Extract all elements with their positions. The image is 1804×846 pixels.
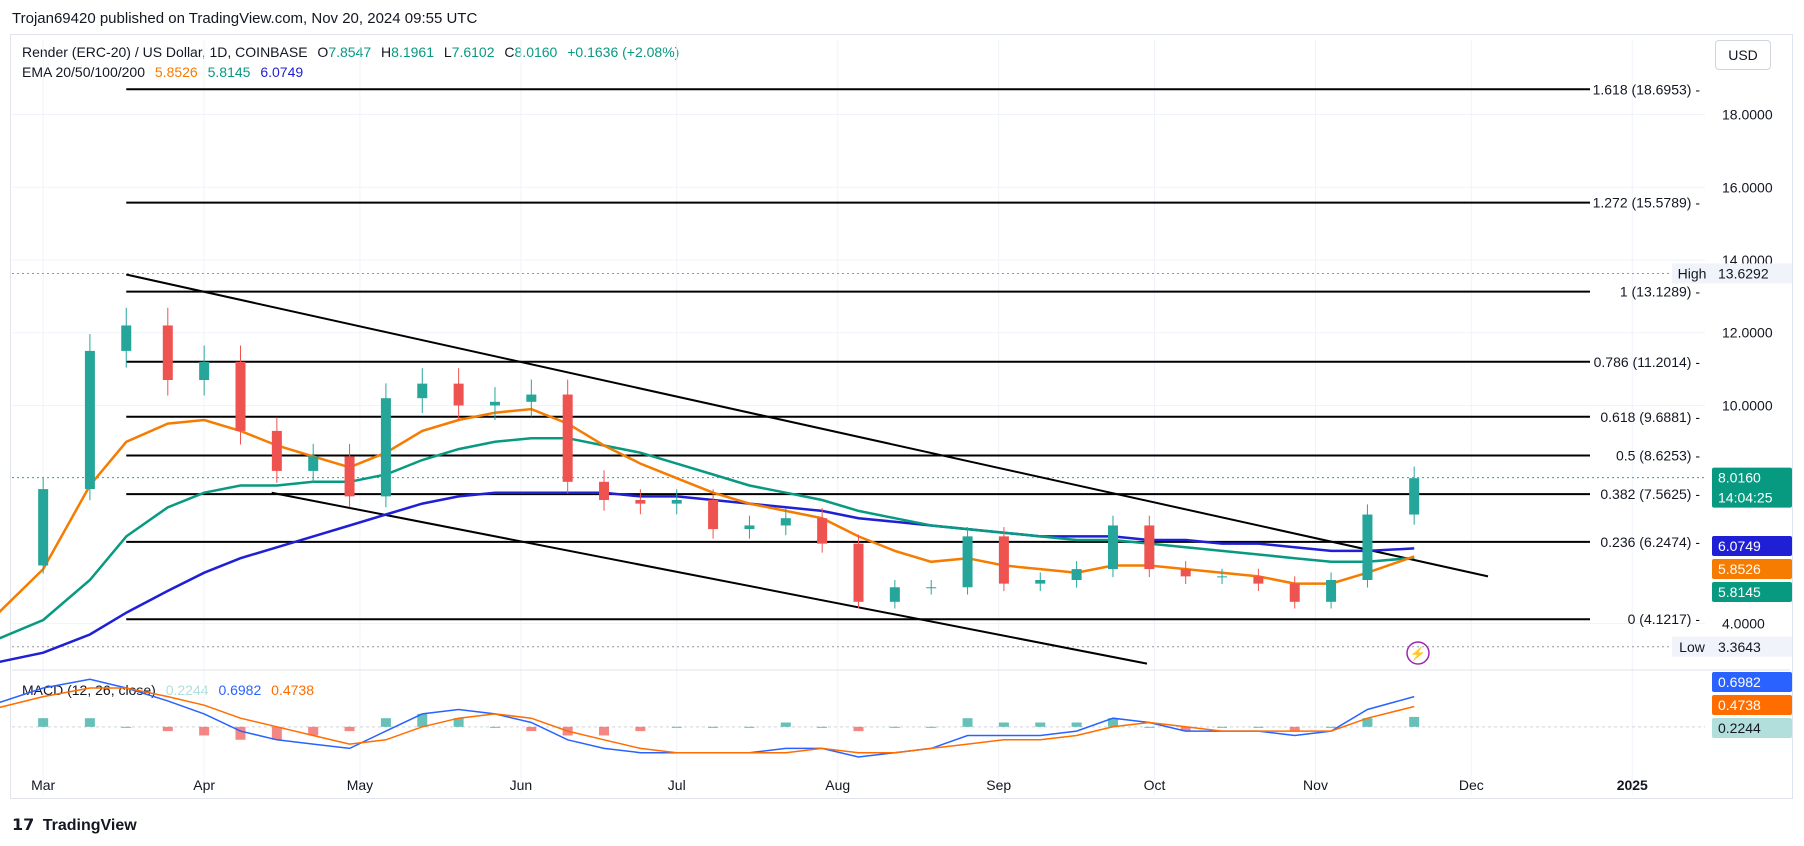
macd-hist-value: 0.2244: [165, 682, 209, 698]
symbol-name: Render (ERC-20) / US Dollar, 1D, COINBAS…: [22, 44, 308, 60]
tradingview-footer[interactable]: 𝟭𝟳 TradingView: [12, 815, 137, 835]
macd-signal-value: 0.4738: [271, 682, 314, 698]
macd-line-value: 0.6982: [218, 682, 262, 698]
macd-legend[interactable]: MACD (12, 26, close) 0.2244 0.6982 0.473…: [22, 682, 320, 698]
ohlc-high: H8.1961: [381, 44, 434, 60]
ohlc-open: O7.8547: [317, 44, 372, 60]
ohlc-close: C8.0160: [504, 44, 558, 60]
ema-legend[interactable]: EMA 20/50/100/200 5.8526 5.8145 6.0749: [22, 64, 309, 80]
footer-brand: TradingView: [42, 817, 137, 834]
ohlc-change: +0.1636 (+2.08%): [567, 44, 680, 60]
tradingview-logo-icon: 𝟭𝟳: [12, 817, 35, 834]
ema-legend-label: EMA 20/50/100/200: [22, 64, 145, 80]
ema20-value: 5.8526: [154, 64, 198, 80]
ema50-value: 5.8145: [207, 64, 251, 80]
macd-legend-label: MACD (12, 26, close): [22, 682, 156, 698]
symbol-legend[interactable]: Render (ERC-20) / US Dollar, 1D, COINBAS…: [22, 44, 685, 60]
ema100-value: 6.0749: [260, 64, 304, 80]
currency-button[interactable]: USD: [1715, 40, 1771, 70]
ohlc-low: L7.6102: [443, 44, 495, 60]
publisher-line: Trojan69420 published on TradingView.com…: [12, 10, 478, 27]
